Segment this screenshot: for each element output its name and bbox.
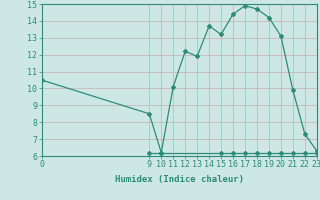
X-axis label: Humidex (Indice chaleur): Humidex (Indice chaleur) [115, 175, 244, 184]
